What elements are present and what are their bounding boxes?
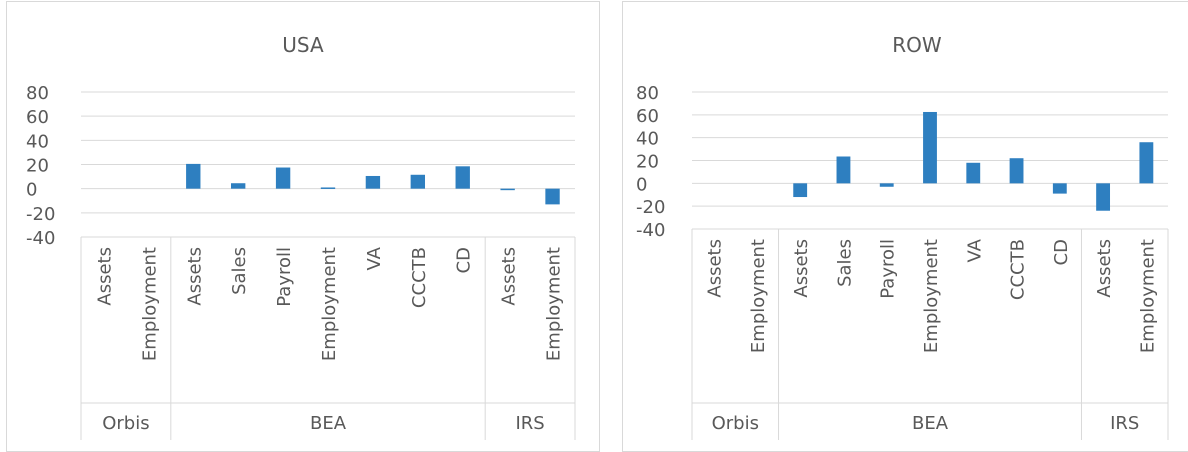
x-tick-label-row-payroll: Payroll	[878, 239, 899, 299]
bar-row-employment	[1139, 142, 1154, 184]
bar-chart-usa: USA 80 60 40 20 0 -20 -40 Orbis BEA IRS Assets Emplo…	[26, 33, 576, 440]
y-tick-label-usa: 20	[26, 156, 49, 177]
bar-row-payroll	[879, 183, 894, 187]
x-tick-label-usa-employment: Employment	[544, 247, 565, 361]
y-tick-label-usa: 0	[26, 180, 37, 201]
x-tick-label-usa-ccctb: CCCTB	[409, 247, 430, 308]
group-label-usa-irs: IRS	[515, 413, 544, 434]
y-tick-label-row: -40	[636, 220, 665, 241]
chart-panel-usa: USA 80 60 40 20 0 -20 -40 Orbis BEA IRS Assets Emplo…	[6, 1, 600, 452]
bar-row-assets	[793, 183, 808, 198]
x-tick-label-row-assets: Assets	[705, 239, 726, 298]
x-tick-label-row-assets: Assets	[791, 239, 812, 298]
x-tick-label-row-va: VA	[964, 238, 985, 262]
y-tick-label-usa: 80	[26, 83, 49, 104]
y-tick-label-row: 60	[636, 106, 659, 127]
y-tick-label-usa: -20	[26, 204, 55, 225]
x-tick-label-row-assets: Assets	[1094, 239, 1115, 298]
x-tick-label-usa-assets: Assets	[94, 247, 115, 306]
bar-row-employment	[923, 111, 937, 184]
chart-title-row: ROW	[892, 33, 942, 57]
chart-panel-row: ROW 80 60 40 20 0 -20 -40 Orbis BEA IRS Assets Emplo…	[612, 0, 1188, 452]
bar-row-va	[966, 162, 981, 184]
group-label-row-bea: BEA	[912, 413, 949, 434]
x-tick-label-row-employment: Employment	[748, 239, 769, 353]
bar-usa-cd	[455, 166, 470, 189]
x-tick-label-row-sales: Sales	[834, 239, 855, 287]
x-tick-label-usa-va: VA	[364, 246, 385, 270]
x-tick-label-usa-cd: CD	[454, 247, 475, 273]
x-tick-label-row-employment: Employment	[1137, 239, 1158, 353]
y-tick-label-row: 20	[636, 152, 659, 173]
chart-frame-usa	[6, 1, 600, 452]
x-tick-label-usa-sales: Sales	[229, 247, 250, 295]
y-tick-label-row: -20	[636, 197, 665, 218]
group-label-row-orbis: Orbis	[712, 413, 759, 434]
bar-usa-va	[365, 175, 381, 189]
bar-row-sales	[836, 156, 851, 184]
bar-usa-payroll	[275, 167, 291, 189]
x-tick-label-usa-assets: Assets	[499, 247, 520, 306]
group-label-usa-bea: BEA	[310, 413, 347, 434]
x-tick-label-row-ccctb: CCCTB	[1008, 239, 1029, 300]
x-tick-label-row-employment: Employment	[921, 239, 942, 353]
bar-usa-employment	[320, 187, 336, 189]
bar-usa-sales	[230, 183, 246, 189]
y-tick-label-usa: 60	[26, 107, 49, 128]
bar-usa-assets	[500, 188, 515, 191]
bar-row-cd	[1052, 183, 1067, 194]
y-tick-label-row: 0	[636, 174, 647, 195]
y-tick-label-usa: -40	[26, 228, 55, 249]
bar-usa-ccctb	[410, 174, 426, 189]
chart-frame-row	[622, 1, 1188, 452]
x-tick-label-usa-payroll: Payroll	[274, 247, 295, 307]
y-tick-label-row: 80	[636, 83, 659, 104]
group-label-row-irs: IRS	[1110, 413, 1139, 434]
x-tick-label-usa-employment: Employment	[139, 247, 160, 361]
bar-usa-employment	[545, 188, 560, 205]
y-tick-label-row: 40	[636, 129, 659, 150]
y-tick-label-usa: 40	[26, 131, 49, 152]
x-tick-label-row-cd: CD	[1051, 239, 1072, 265]
chart-title-usa: USA	[282, 33, 324, 57]
x-tick-label-usa-assets: Assets	[184, 247, 205, 306]
x-tick-label-usa-employment: Employment	[319, 247, 340, 361]
bar-row-ccctb	[1009, 158, 1024, 184]
bar-usa-assets	[186, 163, 201, 189]
group-label-usa-orbis: Orbis	[102, 413, 149, 434]
bar-row-assets	[1096, 183, 1111, 211]
